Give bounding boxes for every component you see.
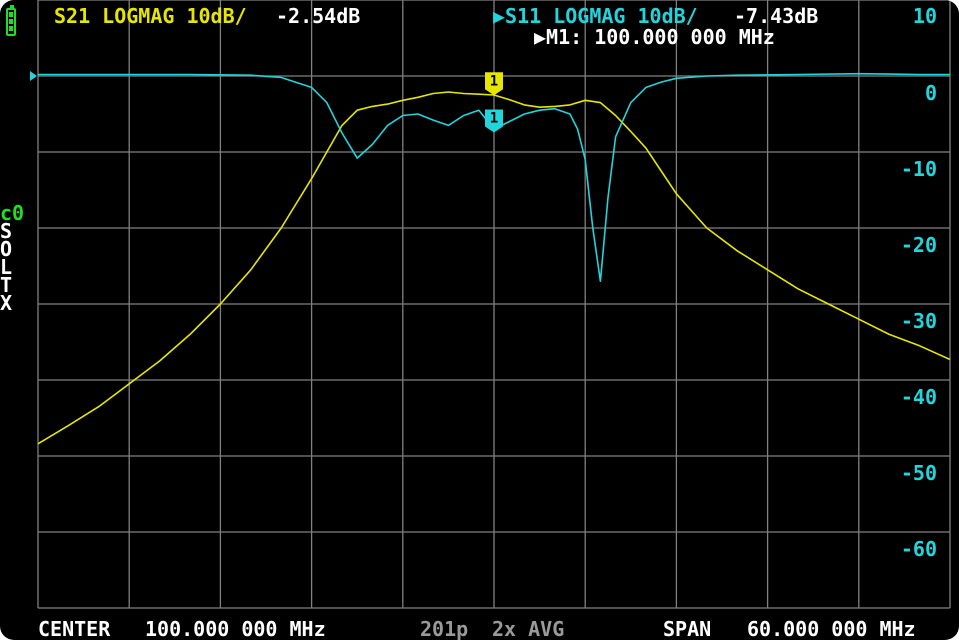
span-label[interactable]: SPAN	[663, 617, 712, 640]
y-tick-label: -60	[900, 537, 937, 561]
s11-marker-1-label: 1	[490, 110, 498, 126]
averaging-status: 2x AVG	[492, 617, 565, 640]
center-label[interactable]: CENTER	[38, 617, 111, 640]
span-frequency[interactable]: 60.000 000 MHz	[747, 617, 916, 640]
s21-marker-1-label: 1	[490, 73, 498, 89]
s21-marker-1	[485, 72, 503, 96]
battery-icon	[6, 5, 16, 36]
s21-marker-value: -2.54dB	[276, 4, 361, 28]
s21-trace-label[interactable]: S21 LOGMAG 10dB/	[54, 4, 247, 28]
y-tick-label: 10	[912, 4, 937, 28]
cal-slot: c0	[0, 201, 25, 225]
s11-trace-label[interactable]: ▶S11 LOGMAG 10dB/	[493, 4, 698, 28]
sweep-points: 201p	[420, 617, 469, 640]
y-tick-label: -40	[900, 385, 937, 409]
y-tick-label: 0	[924, 81, 937, 105]
reference-level-arrow	[30, 71, 37, 81]
cal-flag-x: X	[0, 291, 13, 315]
y-tick-label: -30	[900, 309, 937, 333]
cal-flag-l: L	[0, 255, 13, 279]
s11-marker-1	[485, 109, 503, 133]
cal-flag-o: O	[0, 237, 13, 261]
cal-flag-t: T	[0, 273, 13, 297]
cal-flag-s: S	[0, 219, 13, 243]
s21-trace-line	[37, 91, 951, 445]
s11-marker-value: -7.43dB	[734, 4, 819, 28]
y-tick-label: -20	[900, 233, 937, 257]
s11-trace-line	[38, 72, 950, 283]
center-frequency[interactable]: 100.000 000 MHz	[145, 617, 326, 640]
marker-readout[interactable]: ▶M1: 100.000 000 MHz	[534, 25, 775, 49]
y-tick-label: -10	[900, 157, 937, 181]
y-tick-label: -50	[900, 461, 937, 485]
